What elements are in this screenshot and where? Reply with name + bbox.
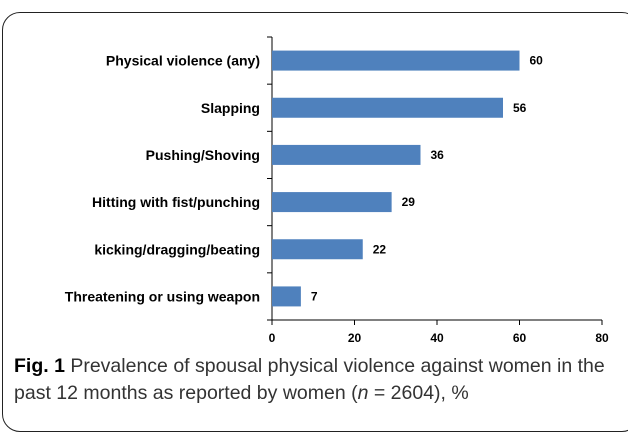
data-label: 29 — [402, 195, 416, 209]
data-label: 7 — [311, 289, 318, 303]
caption-text-end: = 2604), % — [368, 382, 469, 404]
x-tick-label: 80 — [595, 331, 609, 345]
figure-label: Fig. 1 — [14, 355, 65, 377]
category-label: Hitting with fist/punching — [92, 194, 260, 210]
category-label: kicking/dragging/beating — [94, 241, 260, 257]
category-label: Pushing/Shoving — [146, 147, 260, 163]
category-label: Slapping — [201, 100, 260, 116]
bar — [272, 97, 503, 118]
bar — [272, 286, 301, 307]
data-label: 22 — [373, 242, 387, 256]
data-label: 60 — [530, 54, 544, 68]
x-tick-label: 20 — [348, 331, 362, 345]
data-label: 36 — [431, 148, 445, 162]
x-tick-label: 0 — [269, 331, 276, 345]
bar-chart: 0 20 40 60 80 Physical violence (any) 60 Slappi… — [65, 36, 609, 345]
bar — [272, 239, 363, 260]
category-label: Physical violence (any) — [106, 53, 260, 69]
data-label: 56 — [513, 101, 527, 115]
caption-text-start: Prevalence of spousal physical violence … — [14, 355, 605, 404]
bar — [272, 144, 421, 165]
bar — [272, 192, 392, 213]
x-tick-label: 60 — [513, 331, 527, 345]
category-label: Threatening or using weapon — [65, 288, 260, 304]
bar — [272, 50, 520, 71]
x-tick-label: 40 — [430, 331, 444, 345]
caption-n-symbol: n — [357, 382, 369, 404]
figure-caption: Fig. 1 Prevalence of spousal physical vi… — [14, 353, 624, 407]
